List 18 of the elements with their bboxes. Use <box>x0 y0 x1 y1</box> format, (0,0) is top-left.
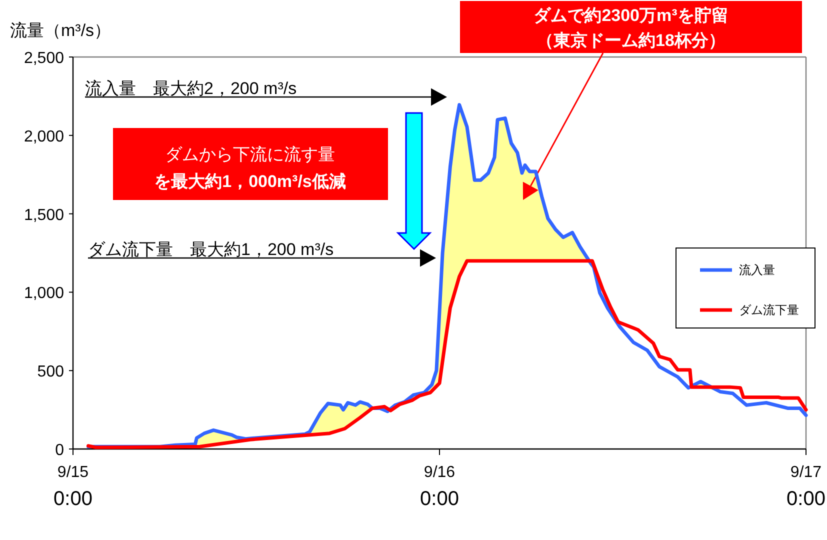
legend-label: ダム流下量 <box>739 303 799 317</box>
y-tick-label: 1,500 <box>24 206 64 224</box>
y-tick-label: 1,000 <box>24 285 64 302</box>
y-axis-title: 流量（m³/s） <box>10 21 112 40</box>
y-tick-label: 500 <box>37 364 64 381</box>
y-tick-label: 2,000 <box>24 128 64 146</box>
annotation: ダム流下量 最大約1，200 m³/s <box>88 240 334 259</box>
annotation: を最大約1，000m³/s低減 <box>154 172 346 191</box>
y-tick-label: 2,500 <box>24 50 64 67</box>
callout-storage: ダムで約2300万m³を貯留 （東京ドーム約18杯分） <box>460 1 802 53</box>
annotation: 流入量 最大約2，200 m³/s <box>85 79 297 98</box>
y-tick-label: 0 <box>55 442 64 459</box>
x-tick-label: 9/17 0:00 <box>786 464 826 510</box>
annotation: ダムから下流に流す量 <box>165 145 335 164</box>
legend-label: 流入量 <box>739 263 775 277</box>
x-tick-label: 9/16 0:00 <box>420 464 459 510</box>
callout-reduction: ダムから下流に流す量 を最大約1，000m³/s低減 <box>113 128 388 200</box>
x-tick-label: 9/15 0:00 <box>54 464 92 510</box>
